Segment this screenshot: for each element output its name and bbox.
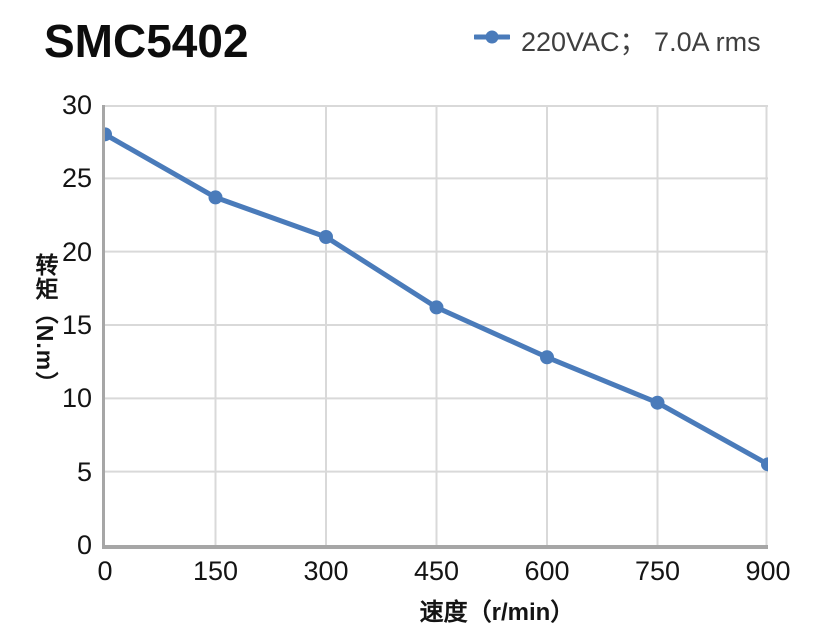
y-tick-label: 10: [61, 383, 92, 414]
x-tick-label: 150: [192, 556, 239, 586]
legend-line-dot-icon: [472, 29, 512, 50]
data-point: [319, 230, 333, 244]
x-tick-label: 600: [524, 556, 570, 586]
x-tick-label: 900: [745, 556, 791, 586]
x-tick-label: 300: [303, 556, 349, 586]
data-point: [105, 127, 112, 142]
x-axis-label: 速度（r/min）: [419, 599, 575, 626]
y-tick-label: 30: [61, 90, 92, 120]
x-tick-label: 0: [97, 556, 113, 586]
y-tick-label: 5: [76, 456, 92, 487]
x-tick-label: 450: [413, 556, 460, 586]
y-tick-label: 15: [61, 310, 92, 340]
data-point: [650, 395, 665, 410]
data-point: [429, 300, 444, 315]
data-point: [540, 350, 554, 365]
legend: 220VAC； 7.0A rms: [472, 24, 761, 57]
chart-title: SMC5402: [44, 15, 249, 67]
data-point: [208, 190, 223, 205]
y-tick-label: 0: [76, 530, 92, 560]
y-tick-label: 20: [61, 236, 92, 267]
data-point: [761, 457, 768, 472]
plot-area: [102, 105, 768, 549]
y-axis-label: 转矩（N.m）: [32, 252, 58, 396]
legend-label: 220VAC； 7.0A rms: [521, 26, 761, 57]
x-tick-label: 750: [634, 556, 681, 586]
y-tick-label: 25: [61, 163, 92, 194]
plot-canvas: [105, 105, 768, 545]
